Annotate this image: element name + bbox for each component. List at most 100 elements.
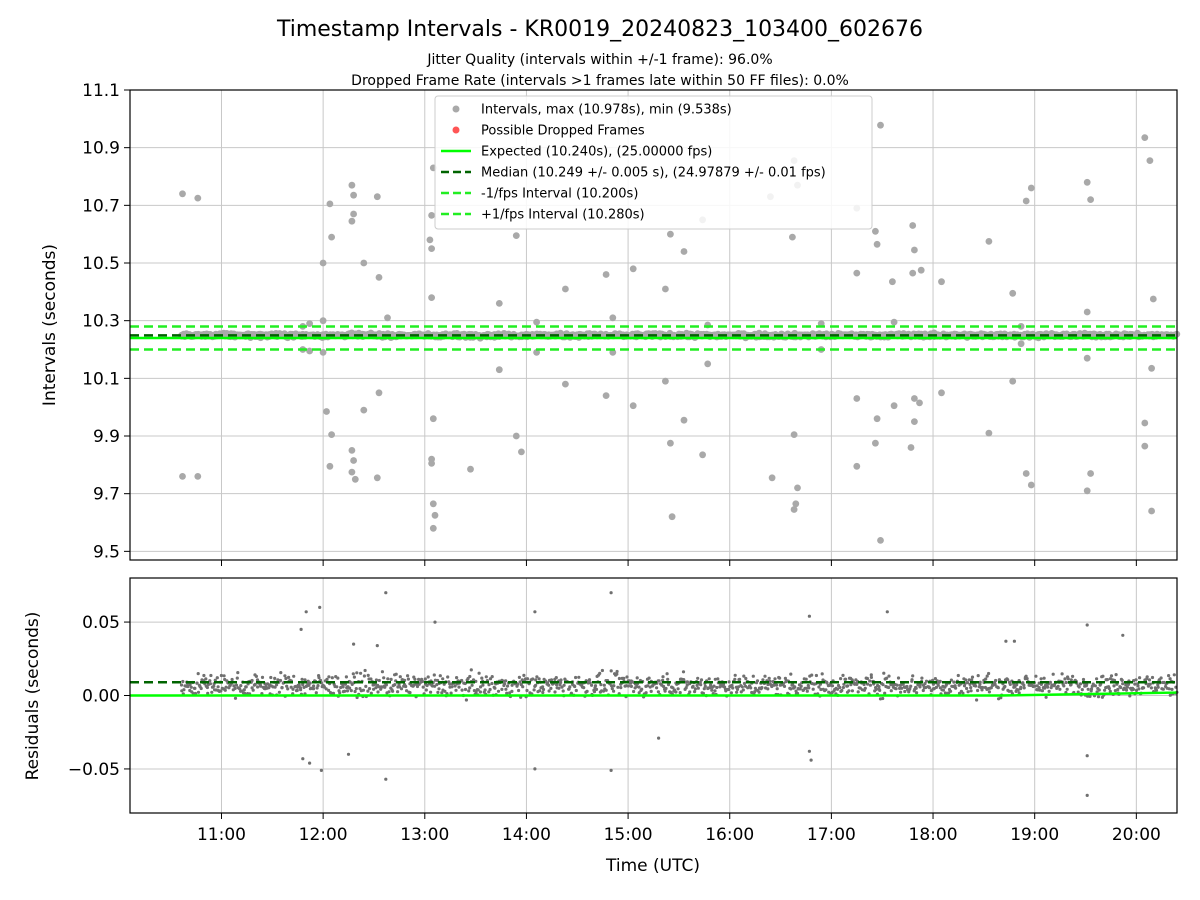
interval-outlier-point <box>319 317 327 325</box>
residual-point <box>426 675 430 679</box>
residual-point <box>789 687 793 691</box>
jitter-quality-subtitle: Jitter Quality (intervals within +/-1 fr… <box>426 52 772 68</box>
interval-outlier-point <box>699 451 706 459</box>
residual-point <box>377 678 381 683</box>
residual-point <box>900 686 904 690</box>
interval-outlier-point <box>985 238 993 245</box>
residual-point <box>862 682 866 687</box>
residual-point <box>508 691 512 695</box>
residual-point <box>1076 690 1080 694</box>
residual-point <box>696 676 700 680</box>
residual-outlier-point <box>807 614 812 618</box>
interval-outlier-point <box>384 314 391 322</box>
residual-point <box>212 684 216 688</box>
residual-point <box>1044 695 1048 699</box>
interval-outlier-point <box>911 418 918 425</box>
residual-point <box>1077 685 1081 689</box>
residual-point <box>366 673 370 678</box>
residual-point <box>1040 689 1044 693</box>
interval-outlier-point <box>306 347 313 355</box>
residual-point <box>230 677 234 682</box>
residual-point <box>655 686 659 690</box>
residual-point <box>1114 673 1118 677</box>
residual-point <box>196 690 201 694</box>
residual-point <box>735 687 740 692</box>
residual-point <box>244 685 248 689</box>
residual-point <box>592 690 597 694</box>
intervals-y-tick-label: 11.1 <box>82 81 120 101</box>
residual-point <box>1105 678 1109 682</box>
residual-point <box>1034 674 1038 678</box>
residual-point <box>254 674 258 679</box>
residual-point <box>273 685 277 689</box>
interval-outlier-point <box>429 415 437 423</box>
residual-point <box>1121 682 1125 686</box>
residual-point <box>1008 682 1012 687</box>
residual-point <box>961 691 965 695</box>
residual-point <box>793 685 797 689</box>
residual-point <box>615 669 619 674</box>
residual-point <box>299 688 303 692</box>
residual-point <box>391 689 395 693</box>
residual-point <box>883 691 887 695</box>
residual-point <box>1134 678 1138 682</box>
residual-point <box>364 684 368 689</box>
residual-outlier-point <box>1085 623 1089 627</box>
residual-point <box>847 689 851 693</box>
residual-point <box>1088 694 1092 699</box>
residual-point <box>341 685 345 689</box>
residual-point <box>731 686 735 690</box>
interval-outlier-point <box>609 314 617 322</box>
residual-point <box>219 673 223 678</box>
residual-outlier-point <box>318 605 322 610</box>
interval-outlier-point <box>872 227 879 235</box>
residual-outlier-point <box>1085 793 1089 798</box>
residual-point <box>775 683 779 687</box>
residual-point <box>921 688 925 693</box>
legend-label: Expected (10.240s), (25.00000 fps) <box>481 145 712 160</box>
residual-point <box>1168 677 1172 681</box>
residual-point <box>974 684 978 688</box>
residual-point <box>868 679 872 683</box>
residual-point <box>941 688 946 692</box>
residual-point <box>406 677 410 681</box>
residual-outlier-point <box>533 767 537 771</box>
residual-point <box>554 676 558 680</box>
residual-point <box>965 686 969 691</box>
residual-point <box>593 684 598 688</box>
interval-outlier-point <box>194 194 202 202</box>
residual-point <box>520 678 524 682</box>
residual-point <box>915 691 919 695</box>
residual-point <box>351 672 355 676</box>
residual-point <box>956 673 960 678</box>
interval-outlier-point <box>1148 507 1155 515</box>
residual-point <box>682 678 686 682</box>
residual-point <box>805 689 809 693</box>
residual-point <box>541 685 545 689</box>
residual-point <box>649 689 653 694</box>
residual-point <box>436 690 440 695</box>
residual-point <box>500 687 504 692</box>
residual-point <box>487 690 491 694</box>
residual-point <box>1156 683 1160 687</box>
residual-point <box>685 680 690 684</box>
residual-point <box>280 686 284 690</box>
x-tick-label: 14:00 <box>502 825 551 845</box>
residual-point <box>775 687 779 691</box>
interval-outlier-point <box>512 232 520 240</box>
residual-point <box>1093 684 1097 688</box>
residual-point <box>574 688 578 693</box>
residual-point <box>938 679 942 684</box>
residual-point <box>1136 684 1140 688</box>
interval-outlier-point <box>348 217 356 225</box>
interval-outlier-point <box>1022 470 1030 477</box>
residual-point <box>1149 686 1153 690</box>
residual-point <box>468 686 472 690</box>
dropped-frame-subtitle: Dropped Frame Rate (intervals >1 frames … <box>351 73 849 89</box>
residual-point <box>600 668 605 673</box>
residual-point <box>345 689 350 693</box>
interval-outlier-point <box>667 230 674 238</box>
interval-outlier-point <box>428 245 435 253</box>
legend: Intervals, max (10.978s), min (9.538s) Po… <box>434 95 873 230</box>
residual-point <box>537 677 541 681</box>
